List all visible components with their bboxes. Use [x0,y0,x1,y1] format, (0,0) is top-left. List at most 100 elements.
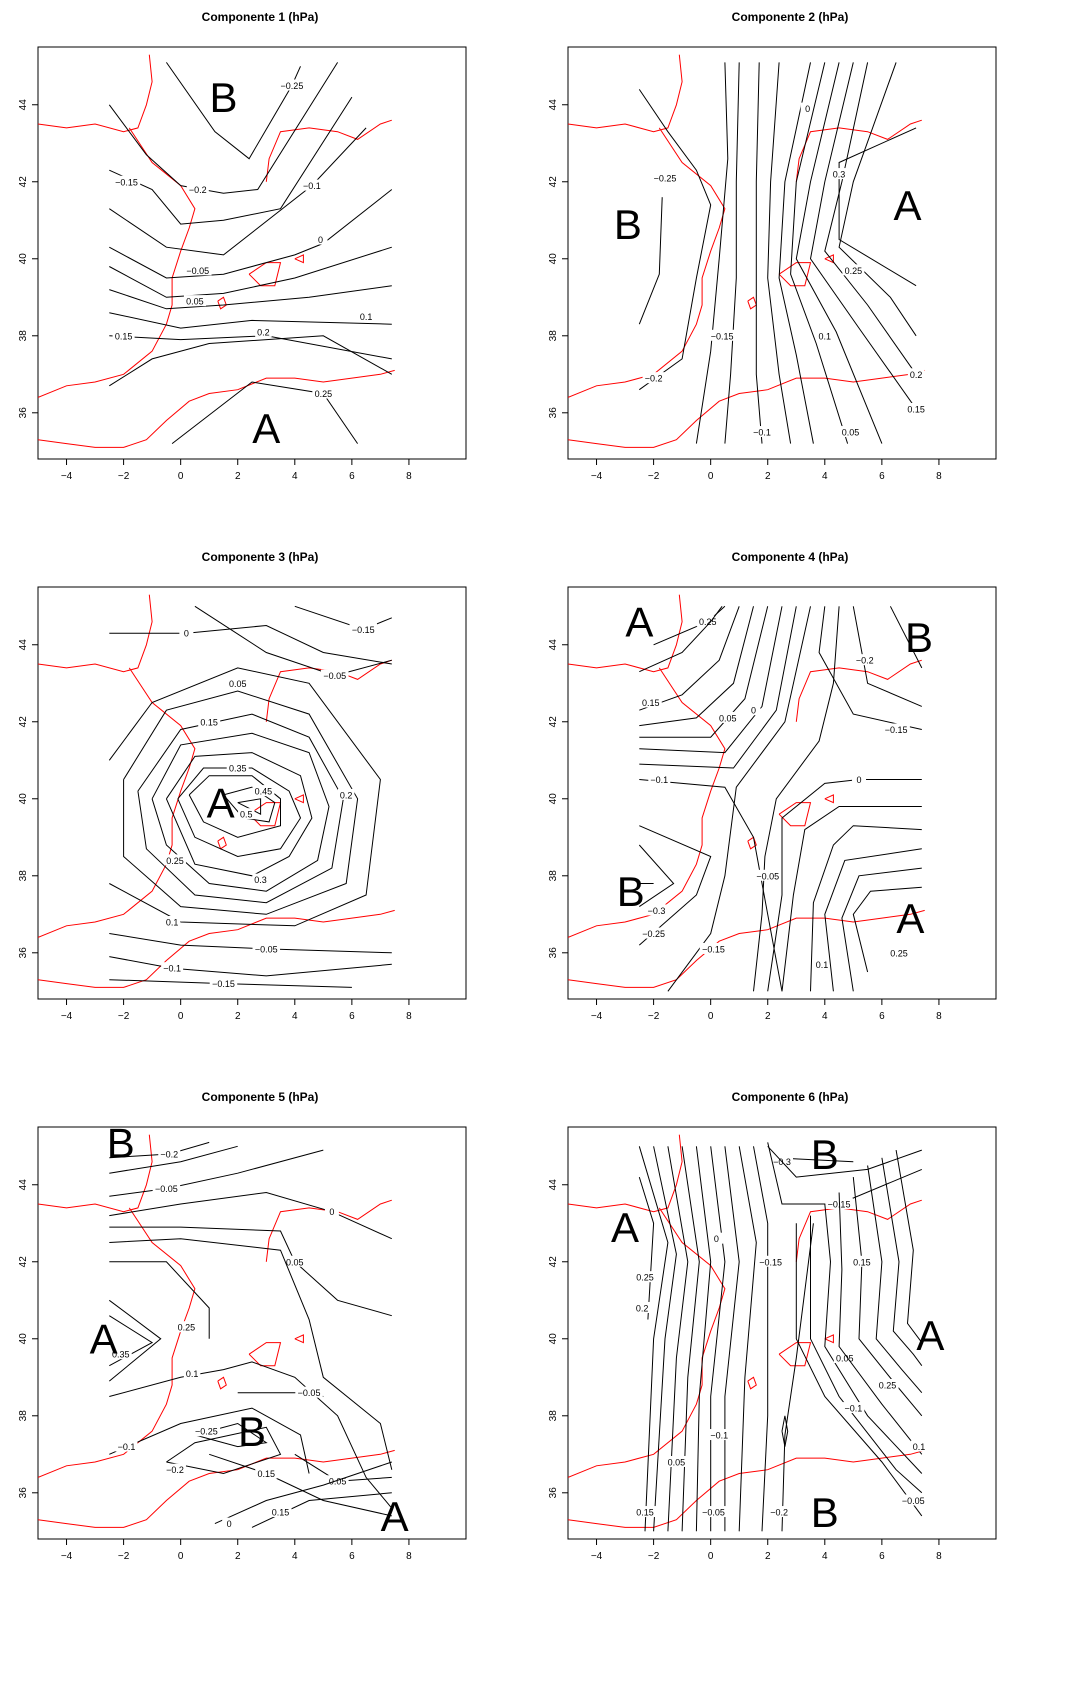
contour-label: 0.35 [112,1350,130,1360]
contour-line [767,62,792,444]
contour-line [818,606,922,730]
x-tick-label: 8 [406,471,412,482]
contour-line [194,1422,268,1448]
contour-label-bg [163,915,181,927]
contour-label-bg [639,927,668,939]
y-tick-label: 44 [548,99,559,111]
contour-line [251,1492,392,1528]
contour-label-bg [238,808,255,820]
coastline [38,667,196,938]
coastline [38,54,153,133]
x-tick-label: 6 [349,1551,355,1562]
coastline [568,1207,726,1478]
coastline [568,369,925,448]
coastline [568,1449,925,1528]
contour-label: 0.1 [360,312,373,322]
contour-label: 0 [805,104,810,114]
y-tick-label: 44 [18,639,29,651]
coastline [568,54,683,133]
contour-label-bg [756,1255,785,1267]
y-tick-label: 36 [548,407,559,419]
contour-line [109,933,392,954]
y-tick-label: 38 [548,1410,559,1422]
contour-line [214,1461,392,1525]
contour-line [109,312,392,329]
contour-plot: −4 −2 0 2 4 6 8 36 38 40 42 44 −0.2 −0.05 0 0.05 0.25 0.3… [18,1119,467,1562]
contour-label-bg [209,977,238,989]
contour-label: 0.1 [816,960,829,970]
x-tick-label: −4 [591,1551,603,1562]
contour-line [638,1176,655,1320]
contour-label: 0.05 [329,1477,347,1487]
contour-label: −0.15 [352,625,375,635]
y-tick-label: 38 [548,330,559,342]
contour-line [165,752,313,877]
contour-line [109,1226,392,1317]
contour-label-bg [324,1205,339,1217]
low-center-label: B [905,614,933,661]
x-tick-label: −2 [118,471,130,482]
contour-line [881,1157,923,1366]
contour-line [109,1191,393,1240]
x-tick-label: 0 [178,1551,184,1562]
coastline [747,296,757,310]
coastline [778,1342,812,1367]
panel-title: Componente 2 (hPa) [731,10,849,24]
contour-line [188,775,281,838]
contour-plot: −4 −2 0 2 4 6 8 36 38 40 42 44 −0.25 −0.2 −0.15 −0.1 0 0.… [548,46,997,482]
contour-label-bg [278,79,306,91]
contour-label-bg [651,171,679,183]
contour-label: −0.05 [902,1496,925,1506]
contour-label-bg [910,1440,928,1452]
contour-line [724,62,740,444]
y-tick-label: 42 [548,716,559,728]
contour-label: −0.15 [702,944,725,954]
low-center-label: B [811,1131,839,1178]
x-tick-label: 6 [349,471,355,482]
x-tick-label: 2 [235,1011,241,1022]
contour-label-bg [642,372,665,384]
contour-label: −0.15 [711,331,734,341]
coastline [747,836,757,850]
contour-line [838,62,917,337]
plot-frame [567,586,997,1000]
coastline [824,794,834,804]
coastline [38,127,196,398]
contour-line [710,1146,726,1532]
y-tick-label: 38 [548,870,559,882]
contour-label: −0.1 [118,1442,136,1452]
contour-label-bg [887,946,910,958]
contour-line [109,246,392,298]
x-tick-label: 2 [235,471,241,482]
coastline [265,1199,392,1262]
contour-label: −0.2 [166,1465,184,1475]
plot-frame [37,1126,467,1540]
contour-label-bg [226,677,249,689]
x-tick-label: −4 [591,1011,603,1022]
contour-line [108,667,381,927]
contour-line [123,690,359,915]
contour-line [166,1426,282,1475]
contour-label: 0.2 [636,1303,649,1313]
contour-label-bg [158,1147,181,1159]
contour-label-bg [876,1378,899,1390]
contour-label: 0.3 [254,875,267,885]
y-tick-label: 42 [18,1256,29,1268]
panel-title: Componente 5 (hPa) [201,1090,319,1104]
contour-line [753,1146,769,1532]
contour-label: 0.2 [340,790,353,800]
contour-label: −0.05 [255,944,278,954]
contour-label: 0.25 [166,856,184,866]
contour-label-bg [816,329,834,341]
panel-title: Componente 4 (hPa) [731,550,849,564]
contour-label: 0.2 [257,327,270,337]
contour-line [653,1146,677,1532]
y-tick-label: 42 [18,176,29,188]
contour-label: 0.15 [636,1508,654,1518]
contour-label-bg [252,942,281,954]
contour-line [165,62,301,160]
contour-line [638,89,712,391]
contour-label: 0 [857,775,862,785]
x-tick-label: 2 [765,1011,771,1022]
contour-label-bg [269,1506,292,1518]
